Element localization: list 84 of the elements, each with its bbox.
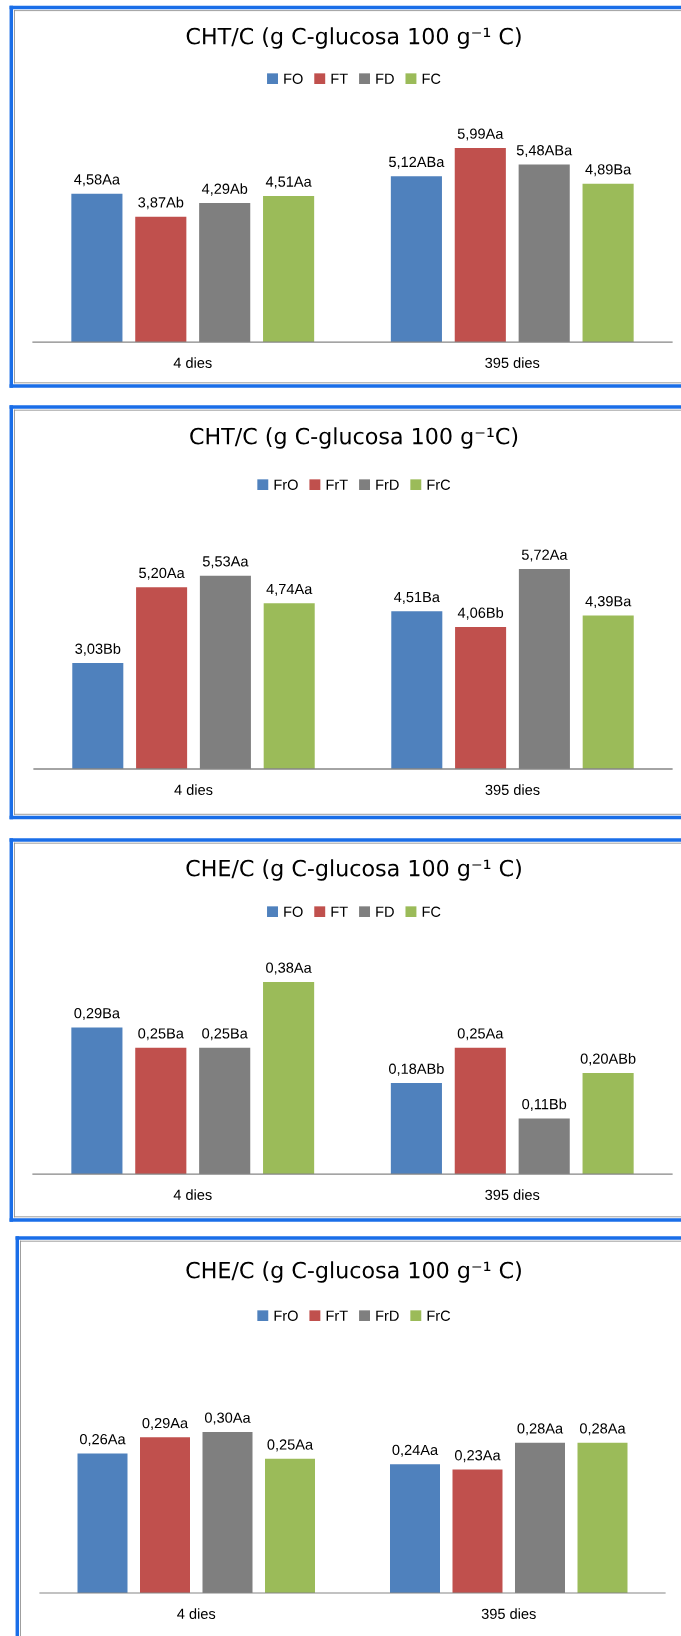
chart-title: CHT/C (g C-glucosa 100 g⁻¹ C): [186, 27, 521, 49]
data-label: 4,39Ba: [585, 596, 632, 609]
bar: [77, 1453, 128, 1593]
legend-label: FrT: [326, 479, 348, 490]
data-label: 0,25Aa: [457, 1028, 504, 1041]
data-label: 4,58Aa: [74, 174, 121, 187]
bar: [455, 627, 507, 769]
bar: [390, 176, 442, 342]
bar: [72, 663, 124, 769]
legend-label: FrO: [274, 479, 298, 490]
chart-title: CHT/C (g C-glucosa 100 g⁻¹C): [190, 427, 518, 449]
bar: [265, 1458, 315, 1593]
bar: [135, 1047, 187, 1174]
bar: [582, 615, 634, 769]
x-tick-label: 395 dies: [485, 784, 540, 795]
legend-label: FO: [284, 73, 303, 84]
data-label: 0,11Bb: [522, 1098, 567, 1112]
data-label: 5,99Aa: [457, 128, 504, 141]
data-label: 3,87Ab: [138, 196, 184, 210]
bar: [452, 1469, 503, 1593]
data-label: 5,48ABa: [516, 145, 573, 158]
x-tick-label: 395 dies: [485, 1189, 540, 1200]
x-tick-label: 4 dies: [174, 784, 213, 795]
data-label: 0,20ABb: [580, 1053, 636, 1066]
bar: [135, 216, 187, 342]
x-tick-label: 395 dies: [481, 1608, 536, 1619]
x-tick-label: 4 dies: [177, 1608, 216, 1619]
legend-label: FD: [376, 906, 394, 917]
data-label: 0,38Aa: [266, 962, 312, 975]
legend-label: FO: [284, 906, 303, 917]
legend-label: FC: [422, 906, 441, 917]
data-label: 0,24Aa: [392, 1444, 439, 1457]
data-label: 0,23Aa: [454, 1450, 501, 1463]
bar: [136, 587, 188, 769]
bar: [582, 1072, 634, 1174]
data-label: 0,28Aa: [517, 1423, 564, 1436]
data-label: 4,06Bb: [457, 607, 504, 620]
legend-label: FD: [376, 73, 394, 84]
x-tick-label: 4 dies: [173, 357, 212, 368]
bar: [140, 1437, 190, 1593]
data-label: 0,25Ba: [202, 1028, 248, 1041]
bar: [71, 1027, 123, 1174]
legend-label: FrC: [427, 479, 451, 490]
bar: [390, 1464, 440, 1593]
bar: [263, 603, 315, 769]
data-label: 5,12ABa: [389, 156, 445, 169]
data-label: 0,30Aa: [204, 1412, 251, 1425]
legend-label: FrC: [427, 1310, 451, 1321]
data-label: 0,25Ba: [138, 1028, 184, 1041]
legend-label: FT: [331, 906, 348, 917]
legend-label: FT: [331, 73, 348, 84]
chart-title: CHE/C (g C-glucosa 100 g⁻¹ C): [186, 1261, 521, 1283]
data-label: 5,53Aa: [202, 556, 249, 569]
bar: [577, 1442, 628, 1593]
data-label: 5,20Aa: [139, 567, 185, 580]
x-tick-label: 4 dies: [173, 1189, 212, 1200]
bar: [454, 1047, 506, 1174]
data-label: 0,29Aa: [142, 1417, 189, 1430]
data-label: 4,51Ba: [394, 592, 440, 604]
bar: [390, 1083, 442, 1174]
data-label: 0,18ABb: [389, 1063, 444, 1076]
bar: [263, 195, 315, 342]
bar: [454, 148, 506, 342]
data-label: 3,03Bb: [75, 643, 121, 656]
bar: [263, 982, 315, 1174]
data-label: 4,74Aa: [266, 583, 313, 596]
data-label: 0,25Aa: [267, 1439, 314, 1452]
legend-label: FC: [422, 73, 441, 84]
x-tick-label: 395 dies: [485, 357, 540, 368]
legend-label: FrO: [274, 1310, 298, 1321]
data-label: 0,28Aa: [579, 1423, 626, 1436]
bar: [391, 611, 443, 769]
data-label: 0,29Ba: [74, 1008, 121, 1021]
data-label: 4,51Aa: [265, 176, 312, 189]
chart-title: CHE/C (g C-glucosa 100 g⁻¹ C): [186, 859, 521, 881]
data-label: 5,72Aa: [521, 549, 568, 562]
data-label: 4,29Ab: [201, 183, 248, 196]
legend-label: FrD: [376, 1310, 399, 1321]
data-label: 0,26Aa: [79, 1434, 126, 1447]
legend-label: FrT: [326, 1310, 348, 1321]
bar: [582, 183, 634, 342]
legend-label: FrD: [376, 479, 399, 490]
bar: [71, 193, 123, 342]
data-label: 4,89Ba: [585, 164, 632, 177]
